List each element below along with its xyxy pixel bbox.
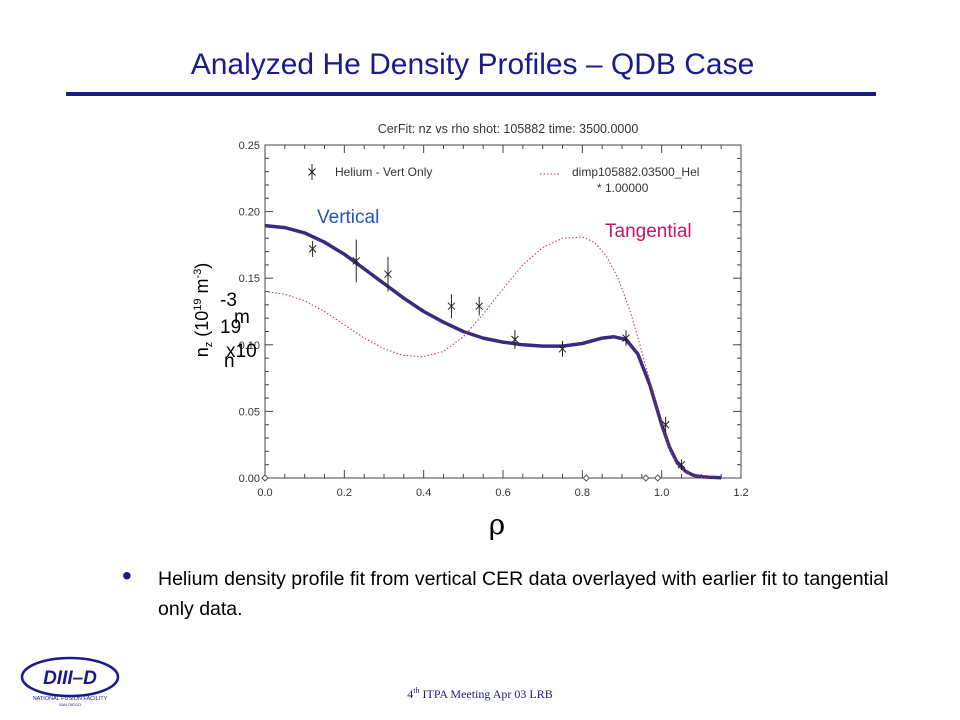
title-rule <box>66 92 876 96</box>
data-point <box>308 240 317 257</box>
y-label-mid: (10 <box>192 311 212 342</box>
y-label-unit-sup: -3 <box>192 269 204 279</box>
data-point <box>475 296 484 316</box>
y-tick-label: 0.20 <box>239 207 260 219</box>
y-axis-label: nz (1019 m-3) <box>192 263 215 358</box>
x-marker <box>475 302 484 311</box>
y-tick-label: 0.05 <box>239 406 260 418</box>
footer-ordinal-suffix: th <box>413 686 420 695</box>
x-tick-label: 1.0 <box>654 487 669 499</box>
data-point <box>558 340 567 357</box>
x-marker <box>622 334 630 342</box>
legend: Helium - Vert Only dimp105882.03500_Hel * … <box>308 164 699 195</box>
diamond-marker <box>582 474 591 482</box>
slide-title: Analyzed He Density Profiles – QDB Case <box>190 48 755 81</box>
data-point <box>677 459 686 471</box>
y-label-garbled-fragment: -3 <box>220 290 237 311</box>
bullet-dot: • <box>122 560 132 591</box>
x-tick-label: 0.8 <box>575 487 590 499</box>
data-point <box>661 416 670 433</box>
diamond-marker <box>653 474 662 482</box>
logo-subtext: NATIONAL FUSION FACILITY <box>33 696 108 702</box>
y-label-garbled-fragment: n <box>224 351 235 372</box>
vertical-fit-line <box>264 223 722 480</box>
y-label-n: n <box>192 347 212 357</box>
annotation-tangential: Tangential <box>605 221 692 242</box>
diii-d-logo: DIII–D NATIONAL FUSION FACILITY SAN DIEG… <box>20 656 120 707</box>
x-tick-label: 0.4 <box>416 487 431 499</box>
plot-frame <box>264 144 742 479</box>
x-axis-label: ρ <box>489 508 505 541</box>
x-marker <box>352 257 361 265</box>
y-label-garbled-fragment: x10 <box>226 341 257 362</box>
legend-x-marker <box>308 168 316 176</box>
x-marker <box>511 335 519 344</box>
x-marker <box>661 420 670 429</box>
x-tick-label: 0.6 <box>495 487 510 499</box>
footer-text: ITPA Meeting Apr 03 LRB <box>419 687 553 701</box>
y-tick-label: 0.00 <box>239 473 260 485</box>
logo-subtext2: SAN DIEGO <box>59 702 81 707</box>
y-label-garbled-fragment: 19 <box>220 317 241 338</box>
y-label-sub: z <box>203 342 215 348</box>
y-label-end: ) <box>192 263 212 269</box>
y-tick-label: 0.15 <box>239 273 260 285</box>
x-tick-label: 0.2 <box>337 487 352 499</box>
data-point <box>622 330 630 347</box>
data-point <box>447 294 456 319</box>
annotation-vertical: Vertical <box>317 207 379 228</box>
data-point <box>511 330 519 349</box>
x-tick-label: 1.2 <box>733 487 748 499</box>
bullet-text: Helium density profile fit from vertical… <box>158 568 889 620</box>
y-label-garbled-fragment: m <box>234 307 250 328</box>
logo-text: DIII–D <box>43 668 97 689</box>
footer: 4th ITPA Meeting Apr 03 LRB <box>0 686 960 702</box>
x-marker <box>308 245 317 253</box>
data-point <box>352 239 361 283</box>
legend-label-tangential: dimp105882.03500_Hel <box>572 165 699 179</box>
legend-label-vertical: Helium - Vert Only <box>335 165 432 179</box>
x-marker <box>384 270 392 279</box>
y-tick-label: 0.25 <box>239 140 260 152</box>
y-tick-label: 0.10 <box>239 340 260 352</box>
diamond-marker <box>261 474 269 482</box>
x-tick-label: 0.0 <box>257 487 272 499</box>
tangential-fit-line <box>264 236 710 479</box>
y-label-sup: 19 <box>192 298 204 310</box>
data-point <box>384 256 392 292</box>
x-marker <box>447 302 456 311</box>
x-marker <box>677 460 686 469</box>
legend-label-multiplier: * 1.00000 <box>597 181 649 195</box>
y-label-unit: m <box>192 278 212 298</box>
diamond-marker <box>642 474 650 482</box>
chart-title: CerFit: nz vs rho shot: 105882 time: 350… <box>378 122 639 136</box>
x-marker <box>558 344 567 353</box>
footer-ordinal: 4 <box>407 687 414 701</box>
